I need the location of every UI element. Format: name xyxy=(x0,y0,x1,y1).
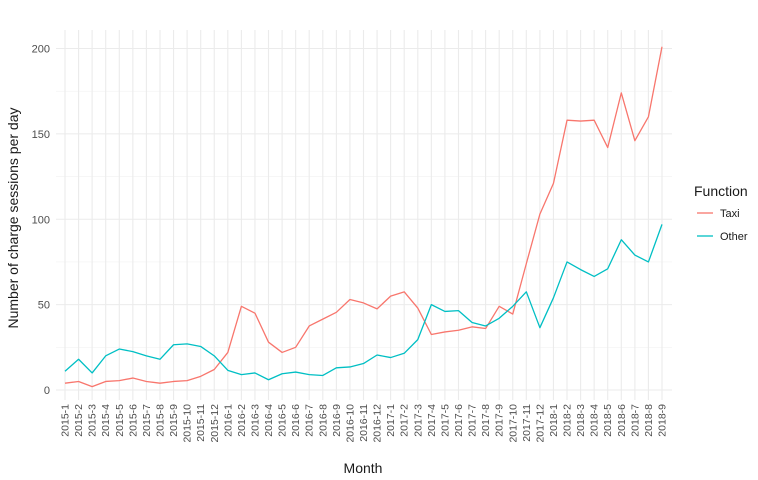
x-tick-label: 2016-11 xyxy=(358,404,370,442)
x-tick-label: 2017-8 xyxy=(480,404,492,437)
legend-label-taxi: Taxi xyxy=(720,208,740,220)
legend-label-other: Other xyxy=(720,231,748,243)
x-tick-label: 2016-5 xyxy=(277,404,289,437)
x-tick-label: 2015-11 xyxy=(195,404,207,442)
series-line-other xyxy=(64,224,663,381)
x-tick-label: 2015-5 xyxy=(114,404,126,437)
x-tick-label: 2017-3 xyxy=(412,404,424,437)
y-axis-ticks: 0 50 100 150 200 xyxy=(32,44,50,398)
x-tick-label: 2016-1 xyxy=(222,404,234,437)
y-tick-label: 100 xyxy=(32,214,50,226)
x-tick-label: 2017-2 xyxy=(399,404,411,437)
legend-title: Function xyxy=(694,183,748,199)
x-tick-label: 2016-4 xyxy=(263,404,275,437)
y-axis-title: Number of charge sessions per day xyxy=(5,108,21,329)
x-tick-label: 2017-12 xyxy=(534,404,546,443)
legend-items: Taxi Other xyxy=(697,208,748,243)
x-tick-label: 2016-8 xyxy=(317,404,329,437)
x-tick-label: 2017-4 xyxy=(426,404,438,437)
x-tick-label: 2018-4 xyxy=(589,404,601,437)
x-tick-label: 2016-2 xyxy=(236,404,248,437)
x-tick-label: 2017-1 xyxy=(385,404,397,437)
x-tick-label: 2015-9 xyxy=(168,404,180,437)
x-tick-label: 2017-11 xyxy=(521,404,533,442)
y-tick-label: 150 xyxy=(32,129,50,141)
x-tick-label: 2018-1 xyxy=(548,404,560,437)
x-axis-title: Month xyxy=(344,460,383,476)
x-tick-label: 2016-7 xyxy=(304,404,316,437)
series-lines xyxy=(64,46,663,388)
x-tick-label: 2018-8 xyxy=(643,404,655,437)
x-tick-label: 2015-6 xyxy=(127,404,139,437)
x-tick-label: 2015-4 xyxy=(100,404,112,437)
series-line-taxi xyxy=(64,46,663,388)
x-tick-label: 2016-12 xyxy=(372,404,384,443)
x-tick-label: 2017-9 xyxy=(494,404,506,437)
x-tick-label: 2015-3 xyxy=(87,404,99,437)
x-tick-label: 2018-3 xyxy=(575,404,587,437)
x-axis-ticks: 2015-1 2015-2 2015-3 2015-4 2015-5 2015-6 2015… xyxy=(60,404,669,443)
x-tick-label: 2018-9 xyxy=(657,404,669,437)
x-tick-label: 2015-12 xyxy=(209,404,221,443)
x-tick-label: 2018-6 xyxy=(616,404,628,437)
y-tick-label: 200 xyxy=(32,44,50,56)
x-tick-label: 2017-5 xyxy=(439,404,451,437)
legend: Function Taxi Other xyxy=(694,183,748,243)
y-tick-label: 50 xyxy=(38,300,50,312)
y-tick-label: 0 xyxy=(44,385,50,397)
x-tick-label: 2015-2 xyxy=(73,404,85,437)
x-tick-label: 2015-7 xyxy=(141,404,153,437)
x-tick-label: 2016-9 xyxy=(331,404,343,437)
x-tick-label: 2015-8 xyxy=(154,404,166,437)
x-tick-label: 2016-10 xyxy=(344,404,356,443)
x-tick-label: 2016-3 xyxy=(249,404,261,437)
x-tick-label: 2017-7 xyxy=(467,404,479,437)
major-gridlines xyxy=(56,30,672,400)
x-tick-label: 2015-10 xyxy=(182,404,194,443)
x-tick-label: 2015-1 xyxy=(60,404,72,437)
x-tick-label: 2018-2 xyxy=(562,404,574,437)
x-tick-label: 2016-6 xyxy=(290,404,302,437)
x-tick-label: 2018-5 xyxy=(602,404,614,437)
x-tick-label: 2018-7 xyxy=(629,404,641,437)
x-tick-label: 2017-6 xyxy=(453,404,465,437)
x-tick-label: 2017-10 xyxy=(507,404,519,443)
